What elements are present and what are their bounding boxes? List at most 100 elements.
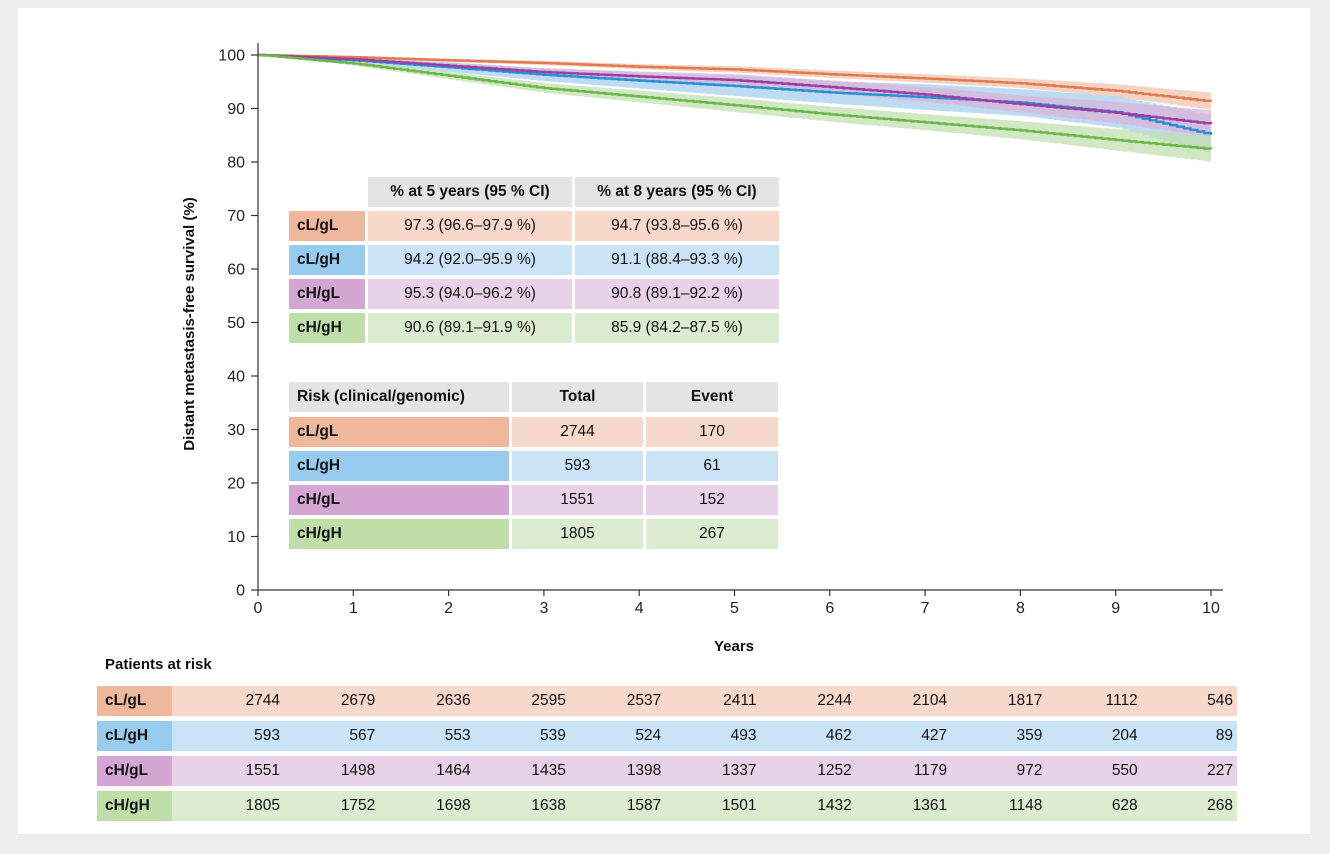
at-risk-value: 1805 (245, 797, 280, 814)
ci-band-ch-gl (258, 55, 1211, 138)
at-risk-value: 567 (349, 727, 376, 744)
ci-5y-value: 94.2 (92.0–95.9 %) (368, 245, 572, 275)
ci-row-label: cL/gL (289, 211, 365, 241)
x-tick-label: 0 (254, 600, 263, 617)
events-event-value: 170 (646, 417, 778, 447)
events-event-value: 61 (646, 451, 778, 481)
at-risk-value: 2537 (626, 692, 662, 709)
events-row-label: cL/gH (289, 451, 509, 481)
x-tick-label: 2 (444, 600, 453, 617)
at-risk-value: 593 (254, 727, 280, 744)
y-axis-title: Distant metastasis-free survival (%) (181, 197, 198, 450)
at-risk-row: cL/gL 2744 2679 2636 2595 2537 2411 2244 2104 181… (97, 686, 1237, 716)
ci-header-8y: % at 8 years (95 % CI) (575, 177, 779, 207)
at-risk-value: 553 (444, 727, 471, 744)
at-risk-value: 1498 (340, 762, 376, 779)
at-risk-value: 1398 (626, 762, 662, 779)
y-tick-label: 30 (227, 422, 245, 439)
x-tick-label: 7 (921, 600, 930, 617)
at-risk-value: 227 (1207, 762, 1233, 779)
at-risk-value: 524 (635, 727, 662, 744)
events-header-risk: Risk (clinical/genomic) (289, 382, 509, 412)
at-risk-value: 1464 (436, 762, 471, 779)
events-total-value: 1551 (512, 485, 643, 515)
at-risk-label: cL/gL (97, 686, 172, 716)
ci-8y-value: 94.7 (93.8–95.6 %) (575, 211, 779, 241)
curve-ch-gl (258, 53, 1213, 125)
at-risk-value: 204 (1111, 727, 1138, 744)
events-total-value: 1805 (512, 519, 643, 549)
at-risk-value: 546 (1207, 692, 1233, 709)
at-risk-value: 2636 (436, 692, 471, 709)
ci-8y-value: 85.9 (84.2–87.5 %) (575, 313, 779, 343)
ci-row-label: cH/gH (289, 313, 365, 343)
ci-5y-value: 90.6 (89.1–91.9 %) (368, 313, 572, 343)
at-risk-value: 1551 (245, 762, 280, 779)
x-tick-label: 10 (1202, 600, 1220, 617)
at-risk-value: 539 (540, 727, 566, 744)
y-tick-label: 50 (227, 315, 245, 332)
at-risk-value: 1501 (722, 797, 757, 814)
ci-5y-value: 97.3 (96.6–97.9 %) (368, 211, 572, 241)
at-risk-value: 1817 (1007, 692, 1043, 709)
at-risk-value: 462 (825, 727, 852, 744)
events-total-value: 2744 (512, 417, 643, 447)
at-risk-value: 628 (1111, 797, 1138, 814)
at-risk-value: 2244 (817, 692, 852, 709)
curve-ch-gh (258, 53, 1213, 150)
y-tick-label: 0 (236, 583, 245, 600)
x-tick-label: 6 (825, 600, 834, 617)
at-risk-value: 359 (1016, 727, 1043, 744)
at-risk-value: 268 (1207, 797, 1233, 814)
at-risk-value: 1587 (626, 797, 662, 814)
at-risk-value: 1179 (913, 762, 948, 779)
at-risk-title: Patients at risk (105, 656, 212, 673)
at-risk-row: cL/gH 593 567 553 539 524 493 462 427 359 204 89 (97, 721, 1237, 751)
y-tick-label: 60 (227, 262, 245, 279)
ci-5y-value: 95.3 (94.0–96.2 %) (368, 279, 572, 309)
x-axis-title: Years (714, 638, 754, 655)
y-tick-label: 10 (227, 529, 245, 546)
at-risk-row: cH/gH 1805 1752 1698 1638 1587 1501 1432 1361 114… (97, 791, 1237, 821)
x-tick-label: 4 (635, 600, 644, 617)
at-risk-value: 1337 (722, 762, 757, 779)
ci-8y-value: 90.8 (89.1–92.2 %) (575, 279, 779, 309)
events-header-event: Event (646, 382, 778, 412)
events-event-value: 267 (646, 519, 778, 549)
at-risk-value: 972 (1016, 762, 1043, 779)
events-row-label: cH/gH (289, 519, 509, 549)
at-risk-value: 1698 (436, 797, 471, 814)
events-row-label: cH/gL (289, 485, 509, 515)
at-risk-value: 2104 (912, 692, 948, 709)
y-tick-label: 100 (218, 48, 245, 65)
at-risk-value: 2744 (245, 692, 280, 709)
at-risk-label: cH/gH (97, 791, 172, 821)
at-risk-label: cL/gH (97, 721, 172, 751)
at-risk-value: 1148 (1009, 797, 1043, 814)
survival-curves (258, 53, 1213, 150)
x-tick-label: 8 (1016, 600, 1025, 617)
y-tick-label: 70 (227, 208, 245, 225)
at-risk-value: 1252 (817, 762, 852, 779)
x-tick-label: 1 (349, 600, 358, 617)
y-tick-label: 80 (227, 155, 245, 172)
events-event-value: 152 (646, 485, 778, 515)
at-risk-value: 1638 (531, 797, 566, 814)
at-risk-value: 1361 (912, 797, 948, 814)
x-tick-label: 5 (730, 600, 739, 617)
at-risk-value: 2411 (723, 692, 757, 709)
events-row-label: cL/gL (289, 417, 509, 447)
events-header-total: Total (512, 382, 643, 412)
ci-row-label: cH/gL (289, 279, 365, 309)
at-risk-value: 1435 (531, 762, 566, 779)
y-tick-label: 20 (227, 476, 245, 493)
x-tick-label: 9 (1111, 600, 1120, 617)
at-risk-value: 427 (921, 727, 948, 744)
curve-cl-gl (258, 53, 1213, 102)
at-risk-row: cH/gL 1551 1498 1464 1435 1398 1337 1252 1179 972… (97, 756, 1237, 786)
at-risk-value: 2595 (531, 692, 566, 709)
at-risk-value: 1752 (340, 797, 376, 814)
y-tick-label: 90 (227, 101, 245, 118)
